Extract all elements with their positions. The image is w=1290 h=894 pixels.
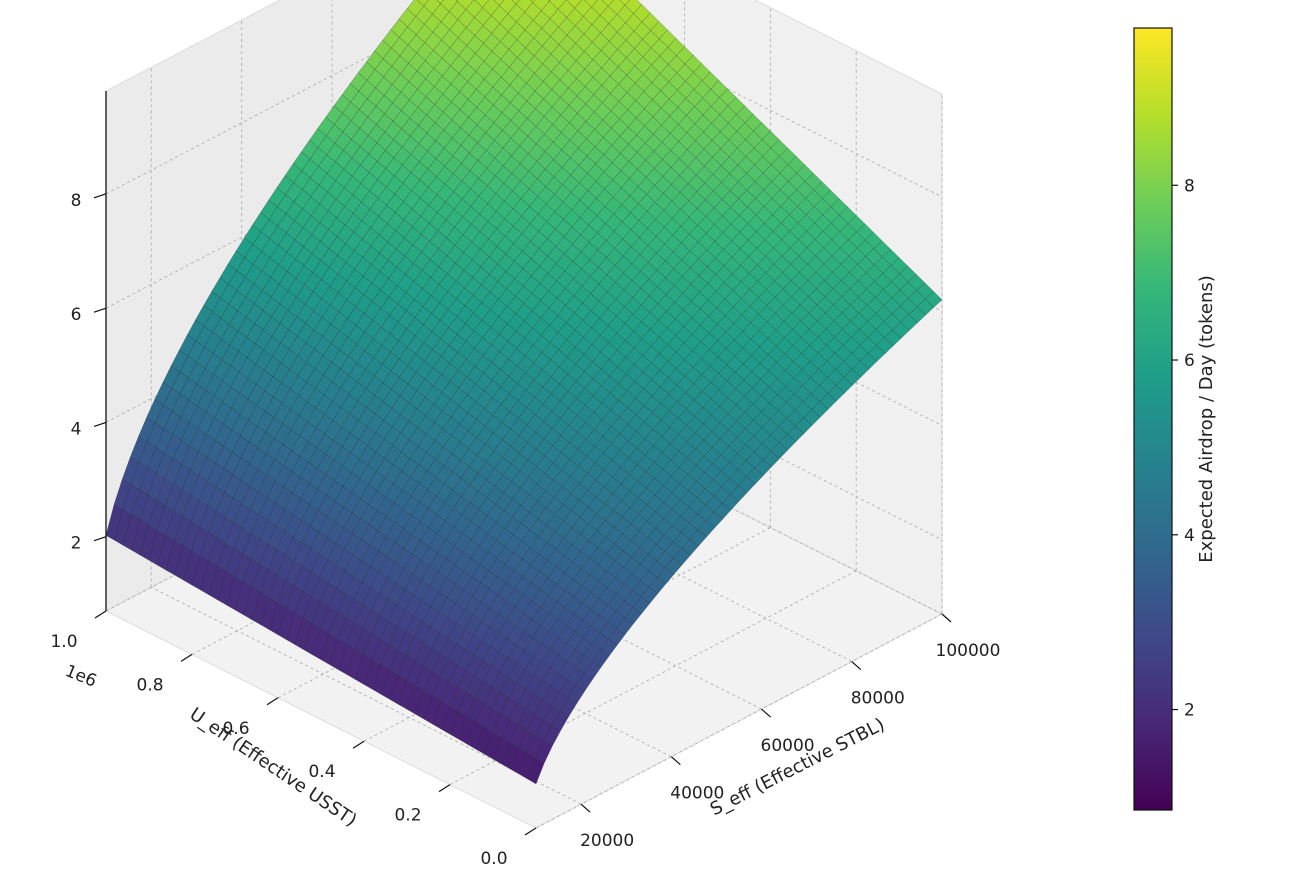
x-axis-ticks: 20000 40000 60000 80000 100000	[580, 613, 1001, 851]
y-tick-label: 0.0	[480, 849, 507, 869]
x-tick-mark	[761, 708, 771, 718]
colorbar-tick-label: 6	[1184, 351, 1195, 371]
y-tick-label: 0.4	[308, 762, 335, 782]
y-tick-mark	[352, 740, 365, 749]
y-tick-mark	[94, 610, 107, 619]
surface-cell	[511, 0, 520, 5]
floor-grid-y	[449, 570, 857, 785]
x-tick-mark	[580, 803, 591, 813]
y-axis-offset-label: 1e6	[62, 661, 99, 692]
z-tick-mark	[93, 536, 107, 542]
colorbar-ticks: 2 4 6 8	[1172, 176, 1195, 721]
z-tick-label: 2	[71, 534, 82, 554]
back-grid-z	[105, 0, 478, 195]
x-tick-label: 100000	[936, 641, 1001, 661]
z-axis-ticks: 2 4 6 8	[71, 191, 107, 554]
y-tick-mark	[524, 827, 537, 836]
z-tick-mark	[93, 421, 107, 427]
y-tick-label: 0.6	[222, 719, 249, 739]
surface-cell	[417, 0, 429, 7]
surface-cell	[925, 291, 943, 308]
x-tick-label: 20000	[580, 831, 634, 851]
floor-grid-y	[535, 613, 943, 829]
z-tick-mark	[93, 193, 107, 199]
x-tick-label: 60000	[761, 736, 815, 756]
colorbar-tick-label: 2	[1184, 701, 1195, 721]
z-tick-label: 4	[71, 419, 82, 439]
x-tick-mark	[851, 661, 862, 671]
surface-cell	[548, 0, 551, 2]
x-tick-label: 80000	[851, 689, 905, 709]
y-tick-mark	[438, 784, 451, 793]
y-tick-label: 0.2	[394, 806, 421, 826]
y-tick-mark	[266, 697, 279, 706]
x-tick-mark	[670, 756, 681, 766]
surface-cell	[455, 0, 459, 2]
z-tick-mark	[93, 307, 107, 313]
surface-mesh	[105, 0, 943, 785]
x-tick-mark	[941, 613, 952, 623]
colorbar: 2 4 6 8 Expected Airdrop / Day (tokens)	[1133, 27, 1217, 811]
y-tick-label: 0.8	[136, 675, 163, 695]
surface-cell	[530, 0, 536, 3]
z-tick-label: 8	[71, 191, 82, 211]
x-axis-label: S_eff (Effective STBL)	[707, 714, 888, 820]
surface-cell	[493, 0, 505, 6]
colorbar-label: Expected Airdrop / Day (tokens)	[1196, 275, 1217, 563]
colorbar-tick-label: 4	[1184, 526, 1195, 546]
colorbar-tick-label: 8	[1184, 176, 1195, 196]
surface-cell	[601, 0, 614, 7]
colorbar-fill	[1133, 27, 1173, 811]
surface-cell	[619, 0, 630, 6]
y-tick-mark	[180, 653, 193, 662]
y-axis-ticks: 0.0 0.2 0.4 0.6 0.8 1.0	[50, 610, 537, 869]
z-tick-label: 6	[71, 305, 82, 325]
surface-cell	[436, 0, 444, 4]
y-tick-label: 1.0	[50, 632, 77, 652]
x-tick-label: 40000	[670, 784, 724, 804]
